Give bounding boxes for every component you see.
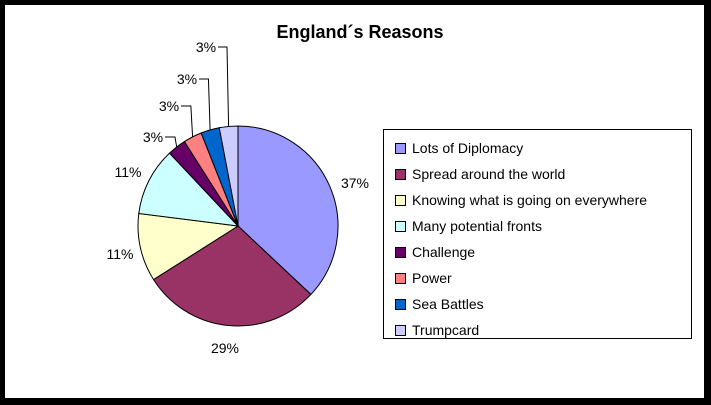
legend-swatch bbox=[395, 246, 406, 258]
chart-title: England´s Reasons bbox=[276, 22, 444, 42]
legend-label: Trumpcard bbox=[412, 322, 480, 338]
legend-swatch bbox=[395, 220, 406, 232]
legend-label: Spread around the world bbox=[412, 166, 566, 182]
legend-item: Power bbox=[395, 265, 691, 291]
data-label: 37% bbox=[341, 175, 369, 191]
legend-item: Knowing what is going on everywhere bbox=[395, 187, 691, 213]
data-label: 29% bbox=[211, 340, 239, 356]
data-label: 11% bbox=[107, 246, 134, 262]
legend-label: Many potential fronts bbox=[412, 218, 542, 234]
chart-frame: England´s Reasons 37% 29% 11% 11% 3% 3% 3% 3% L… bbox=[5, 5, 704, 398]
data-label: 3% bbox=[177, 71, 197, 87]
data-label: 3% bbox=[196, 39, 216, 55]
data-label: 11% bbox=[115, 164, 142, 180]
legend-label: Challenge bbox=[412, 244, 476, 260]
legend-swatch bbox=[395, 194, 406, 206]
legend-swatch bbox=[395, 324, 406, 336]
data-label: 3% bbox=[159, 98, 179, 114]
pie-slice-many-potential-fronts bbox=[138, 152, 240, 227]
legend-item: Trumpcard bbox=[395, 317, 691, 343]
pie-slice-lots-of-diplomacy bbox=[237, 125, 339, 296]
legend-item: Many potential fronts bbox=[395, 213, 691, 239]
leader-line bbox=[165, 136, 178, 148]
legend-item: Sea Battles bbox=[395, 291, 691, 317]
legend: Lots of Diplomacy Spread around the world… bbox=[383, 129, 692, 339]
pie-slice-knowing-what-is-going-on-everywhere bbox=[137, 212, 240, 281]
legend-item: Spread around the world bbox=[395, 161, 691, 187]
legend-item: Lots of Diplomacy bbox=[395, 135, 691, 161]
data-label: 3% bbox=[143, 129, 163, 145]
legend-swatch bbox=[395, 168, 406, 180]
pie-chart: 37% 29% 11% 11% 3% 3% 3% 3% bbox=[107, 39, 370, 356]
leader-line bbox=[218, 46, 230, 127]
leader-line bbox=[181, 105, 194, 137]
legend-label: Lots of Diplomacy bbox=[412, 140, 524, 156]
legend-swatch bbox=[395, 272, 406, 284]
legend-label: Power bbox=[412, 270, 452, 286]
legend-swatch bbox=[395, 298, 406, 310]
leader-line bbox=[199, 78, 211, 130]
legend-swatch bbox=[395, 142, 406, 154]
legend-item: Challenge bbox=[395, 239, 691, 265]
legend-label: Sea Battles bbox=[412, 296, 484, 312]
pie-slice-spread-around-the-world bbox=[152, 225, 312, 327]
legend-label: Knowing what is going on everywhere bbox=[412, 192, 648, 208]
